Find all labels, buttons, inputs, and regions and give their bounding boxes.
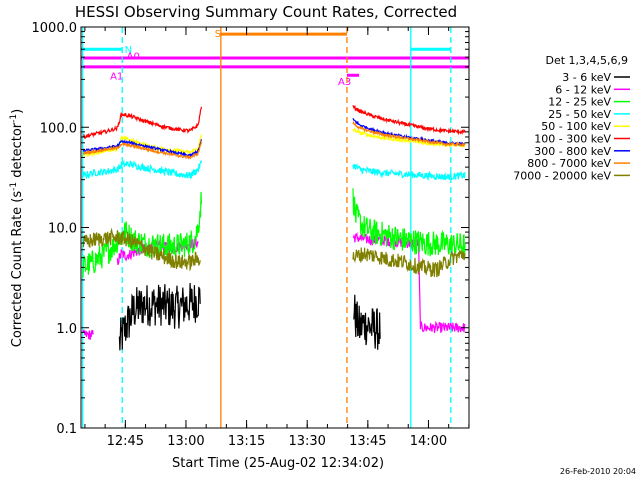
- series-lines: [82, 105, 466, 351]
- series-line: [82, 191, 202, 278]
- series-line: [352, 120, 466, 148]
- x-tick-label: 14:00: [410, 434, 447, 449]
- series-line: [352, 163, 466, 182]
- x-tick-label: 13:00: [167, 434, 204, 449]
- series-line: [352, 105, 466, 136]
- series-line: [352, 188, 466, 257]
- legend-label: 100 - 300 keV: [534, 133, 611, 146]
- y-axis: 0.1 1.0 10.0 100.0 1000.0: [32, 21, 469, 437]
- series-line: [82, 139, 202, 158]
- status-bar-label: A3: [338, 77, 351, 88]
- time-markers: [81, 27, 452, 428]
- status-bar-label: N: [125, 45, 132, 56]
- legend-label: 6 - 12 keV: [555, 83, 611, 96]
- x-tick-label: 13:45: [349, 434, 386, 449]
- y-tick-label: 0.1: [56, 422, 77, 437]
- series-line: [82, 134, 202, 158]
- series-line: [82, 106, 202, 140]
- status-bar-label: S: [215, 29, 221, 40]
- legend-title: Det 1,3,4,5,6,9: [545, 54, 628, 67]
- status-bar-label: A1: [110, 71, 123, 82]
- series-line: [82, 227, 201, 272]
- legend-label: 7000 - 20000 keV: [513, 169, 611, 182]
- legend-label: 800 - 7000 keV: [527, 157, 611, 170]
- footer-timestamp: 26-Feb-2010 20:04: [560, 467, 636, 476]
- x-axis: 12:45 13:00 13:15 13:30 13:45 14:00: [84, 27, 470, 449]
- series-line: [352, 247, 466, 278]
- y-axis-label: Corrected Count Rate (s-1 detector-1): [9, 109, 25, 347]
- legend-label: 3 - 6 keV: [562, 71, 611, 84]
- y-tick-label: 100.0: [40, 121, 77, 136]
- legend-label: 25 - 50 keV: [548, 108, 611, 121]
- x-tick-label: 12:45: [107, 434, 144, 449]
- series-line: [82, 329, 94, 340]
- legend-label: 50 - 100 keV: [541, 120, 611, 133]
- y-tick-label: 1.0: [56, 322, 77, 337]
- series-line: [118, 282, 201, 351]
- x-axis-label: Start Time (25-Aug-02 12:34:02): [172, 456, 384, 471]
- series-line: [417, 238, 466, 333]
- chart-title: HESSI Observing Summary Count Rates, Cor…: [75, 3, 457, 21]
- series-line: [82, 140, 202, 160]
- y-tick-label: 1000.0: [32, 21, 78, 36]
- x-tick-label: 13:30: [288, 434, 325, 449]
- series-line: [353, 294, 381, 350]
- status-bar-label: A0: [127, 51, 140, 62]
- series-line: [82, 159, 202, 180]
- legend-label: 12 - 25 keV: [548, 96, 611, 109]
- x-tick-label: 13:15: [228, 434, 265, 449]
- status-bars: N A1 A0 S A3: [81, 29, 469, 88]
- y-tick-label: 10.0: [48, 222, 77, 237]
- legend-label: 300 - 800 keV: [534, 145, 611, 158]
